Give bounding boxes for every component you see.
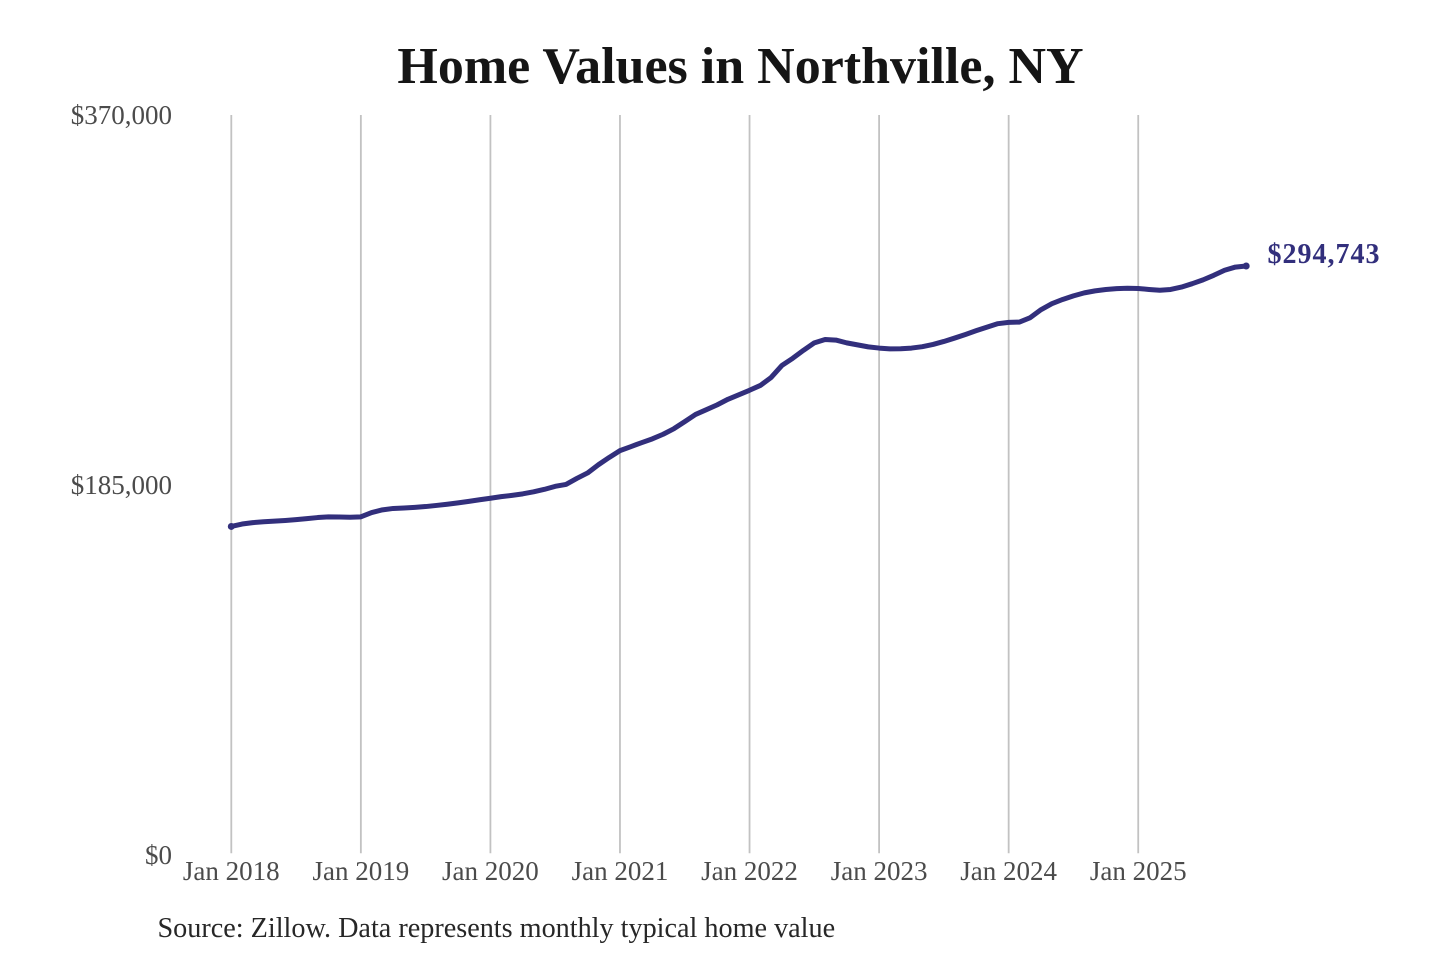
line-end-dot	[1242, 262, 1250, 270]
last-value-label: $294,743	[1267, 238, 1381, 270]
x-tick-label: Jan 2022	[701, 856, 798, 887]
x-tick-label: Jan 2020	[442, 856, 539, 887]
x-tick-label: Jan 2024	[960, 856, 1058, 887]
x-tick-label: Jan 2023	[830, 856, 928, 887]
x-tick-label: Jan 2018	[182, 856, 280, 887]
y-tick-label: $185,000	[70, 469, 172, 500]
source-note: Source: Zillow. Data represents monthly …	[157, 913, 836, 945]
home-value-line	[228, 263, 1249, 529]
chart-title: Home Values in Northville, NY	[397, 38, 1084, 95]
x-tick-label: Jan 2025	[1089, 856, 1187, 887]
y-tick-label: $370,000	[70, 100, 172, 130]
gridlines	[230, 115, 1140, 854]
line-start-dot	[227, 522, 235, 530]
y-tick-label: $0	[145, 839, 172, 870]
x-tick-label: Jan 2019	[312, 856, 410, 887]
x-tick-label: Jan 2021	[571, 856, 669, 887]
